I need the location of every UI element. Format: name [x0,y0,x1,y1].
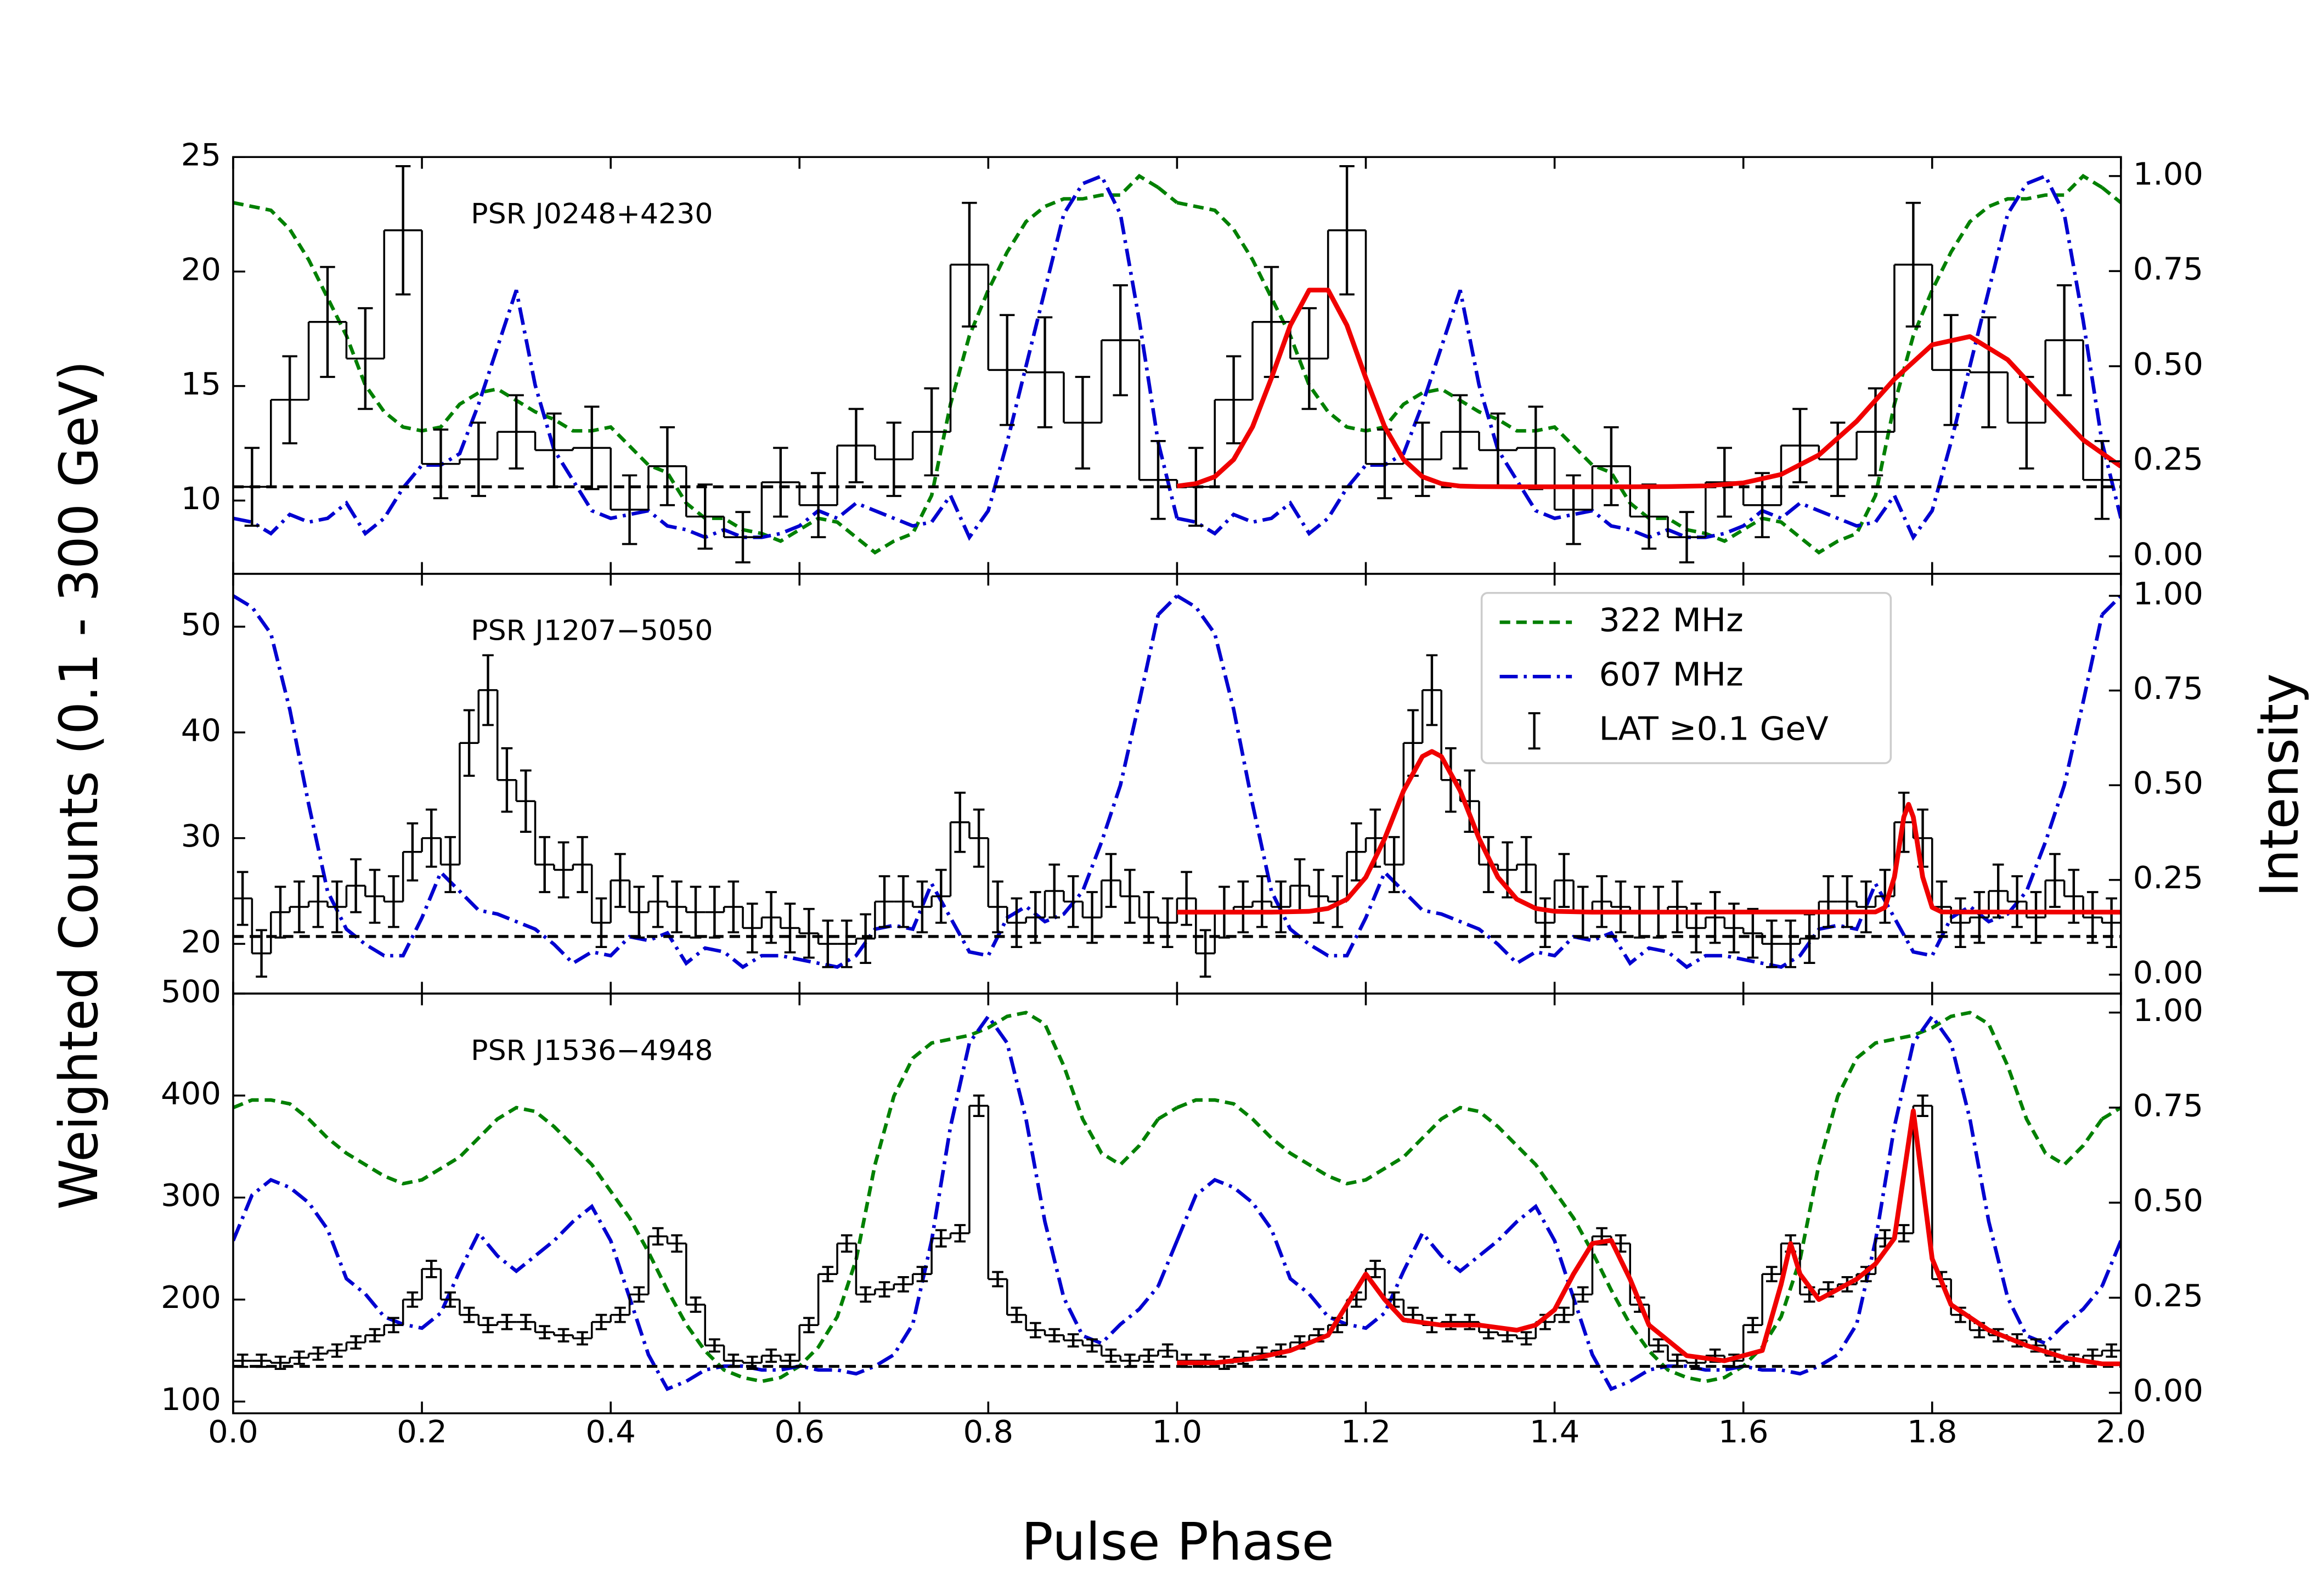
x-tick-label: 0.0 [208,1414,258,1450]
y2-tick-label: 0.25 [2133,1278,2203,1313]
fit-curve [1177,1108,2121,1367]
y2-tick-label: 0.00 [2133,1373,2203,1409]
y2-tick-label: 0.25 [2133,442,2203,477]
radio-profile [233,173,1160,541]
x-tick-label: 0.4 [585,1414,636,1450]
x-tick-label: 1.8 [1907,1414,1958,1450]
x-tick-label: 1.2 [1341,1414,1391,1450]
y2-tick-label: 0.50 [2133,347,2203,382]
legend-label: 322 MHz [1599,602,1743,639]
y-tick-label: 20 [181,924,221,960]
radio-profile [1176,1011,2104,1384]
y-tick-label: 25 [181,137,221,173]
panel-label: PSR J1207−5050 [471,614,713,647]
x-tick-label: 0.8 [963,1414,1014,1450]
radio-profile-wrap [2101,1106,2121,1121]
radio-profile [1176,594,2104,969]
radio-profile [1176,173,2104,541]
y-tick-label: 200 [161,1280,221,1316]
plot-area [233,594,2121,978]
y2-tick-label: 0.50 [2133,765,2203,801]
y-tick-label: 500 [161,974,221,1009]
y2-tick-label: 0.75 [2133,251,2203,287]
y-tick-label: 50 [181,607,221,642]
x-axis-label: Pulse Phase [1022,1512,1334,1572]
legend-label: LAT ≥0.1 GeV [1599,710,1829,748]
y-tick-label: 15 [181,366,221,402]
radio-profile [233,1011,1160,1384]
radio-profile [233,1013,1160,1391]
radio-profile-wrap [2101,186,2121,204]
y-axis-label: Weighted Counts (0.1 - 300 GeV) [49,360,110,1209]
x-tick-label: 0.2 [397,1414,447,1450]
y2-tick-label: 0.50 [2133,1183,2203,1219]
radio-profile [1175,1013,2104,1391]
panel-label: PSR J1536−4948 [471,1034,713,1067]
y2-tick-label: 0.75 [2133,1088,2203,1124]
y-tick-label: 40 [181,713,221,748]
fit-curve [1176,287,2121,489]
radio-profile-wrap [1157,1106,1178,1121]
y-tick-label: 100 [161,1382,221,1418]
legend-box [1480,591,1892,764]
fit-curve [1177,749,2121,915]
panel-label: PSR J0248+4230 [471,198,713,230]
plot-area [233,165,2121,563]
radio-profile-wrap [1156,1240,1179,1287]
y2-axis-label: Intensity [2249,673,2310,896]
x-tick-label: 1.4 [1530,1414,1580,1450]
radio-profile-wrap [2100,1240,2121,1287]
x-tick-label: 2.0 [2096,1414,2146,1450]
y-tick-label: 20 [181,252,221,287]
x-tick-label: 1.6 [1718,1414,1769,1450]
plot-area [233,1011,2121,1391]
radio-profile-wrap [1157,594,1178,616]
radio-profile-wrap [1157,186,1178,204]
y2-tick-label: 1.00 [2133,993,2203,1029]
x-tick-label: 1.0 [1152,1414,1203,1450]
y2-tick-label: 1.00 [2133,576,2203,612]
y2-tick-label: 0.00 [2133,537,2203,572]
y2-tick-label: 0.75 [2133,671,2203,707]
y-tick-label: 30 [181,819,221,854]
y2-tick-label: 0.25 [2133,860,2203,896]
y-tick-label: 300 [161,1178,221,1214]
y2-tick-label: 1.00 [2133,156,2203,192]
legend-label: 607 MHz [1599,656,1743,693]
x-tick-label: 0.6 [774,1414,825,1450]
y-tick-label: 10 [181,481,221,516]
radio-profile [233,594,1160,969]
y2-tick-label: 0.00 [2133,955,2203,991]
radio-profile-wrap [2101,594,2121,616]
y-tick-label: 400 [161,1076,221,1112]
